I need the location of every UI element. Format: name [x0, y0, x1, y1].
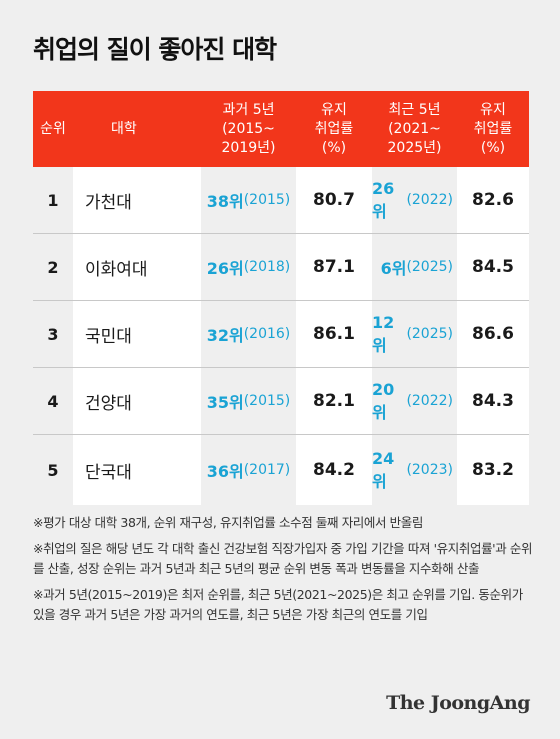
- recent-rank-cell: 24위 (2023): [372, 435, 457, 505]
- recent-rate-cell: 84.3: [457, 368, 529, 434]
- header-university: 대학: [111, 120, 137, 137]
- table-row: 2 이화여대 26위 (2018) 87.1 6위 (2025) 84.5: [33, 234, 529, 301]
- recent-rate-cell: 84.5: [457, 234, 529, 300]
- publisher-logo: The JoongAng: [386, 692, 530, 714]
- recent-rank-cell: 20위 (2022): [372, 368, 457, 434]
- rank-cell: 5: [33, 435, 73, 505]
- university-cell: 이화여대: [73, 234, 201, 300]
- table-row: 5 단국대 36위 (2017) 84.2 24위 (2023) 83.2: [33, 435, 529, 505]
- past-rank-cell: 38위 (2015): [201, 167, 296, 233]
- ranking-table: 순위 대학 과거 5년 (2015~ 2019년) 유지 취업률 (%) 최근 5년 (2…: [33, 91, 529, 505]
- footnotes: ※평가 대상 대학 38개, 순위 재구성, 유지취업률 소수점 둘째 자리에서…: [33, 513, 533, 631]
- table-header: 순위 대학 과거 5년 (2015~ 2019년) 유지 취업률 (%) 최근 5년 (2…: [33, 91, 529, 167]
- recent-rank-cell: 6위 (2025): [372, 234, 457, 300]
- past-rate-cell: 84.2: [296, 435, 372, 505]
- table-row: 1 가천대 38위 (2015) 80.7 26위 (2022) 82.6: [33, 167, 529, 234]
- header-past-rank: 과거 5년 (2015~ 2019년): [221, 101, 276, 156]
- recent-rate-cell: 83.2: [457, 435, 529, 505]
- past-rank-cell: 35위 (2015): [201, 368, 296, 434]
- header-recent-rank: 최근 5년 (2021~ 2025년): [387, 101, 442, 156]
- rank-cell: 3: [33, 301, 73, 367]
- past-rate-cell: 82.1: [296, 368, 372, 434]
- recent-rank-cell: 12위 (2025): [372, 301, 457, 367]
- recent-rank-cell: 26위 (2022): [372, 167, 457, 233]
- past-rate-cell: 87.1: [296, 234, 372, 300]
- footnote: ※과거 5년(2015~2019)은 최저 순위를, 최근 5년(2021~20…: [33, 587, 523, 622]
- table-row: 4 건양대 35위 (2015) 82.1 20위 (2022) 84.3: [33, 368, 529, 435]
- header-past-rate: 유지 취업률 (%): [314, 101, 354, 156]
- past-rank-cell: 32위 (2016): [201, 301, 296, 367]
- rank-cell: 1: [33, 167, 73, 233]
- page-title: 취업의 질이 좋아진 대학: [33, 35, 277, 64]
- header-rank: 순위: [40, 120, 66, 137]
- table-row: 3 국민대 32위 (2016) 86.1 12위 (2025) 86.6: [33, 301, 529, 368]
- past-rate-cell: 86.1: [296, 301, 372, 367]
- past-rank-cell: 36위 (2017): [201, 435, 296, 505]
- university-cell: 단국대: [73, 435, 201, 505]
- footnote: ※평가 대상 대학 38개, 순위 재구성, 유지취업률 소수점 둘째 자리에서…: [33, 515, 423, 530]
- university-cell: 가천대: [73, 167, 201, 233]
- rank-cell: 2: [33, 234, 73, 300]
- footnote: ※취업의 질은 해당 년도 각 대학 출신 건강보험 직장가입자 중 가입 기간…: [33, 541, 533, 576]
- header-recent-rate: 유지 취업률 (%): [473, 101, 513, 156]
- past-rank-cell: 26위 (2018): [201, 234, 296, 300]
- recent-rate-cell: 86.6: [457, 301, 529, 367]
- university-cell: 국민대: [73, 301, 201, 367]
- university-cell: 건양대: [73, 368, 201, 434]
- recent-rate-cell: 82.6: [457, 167, 529, 233]
- past-rate-cell: 80.7: [296, 167, 372, 233]
- rank-cell: 4: [33, 368, 73, 434]
